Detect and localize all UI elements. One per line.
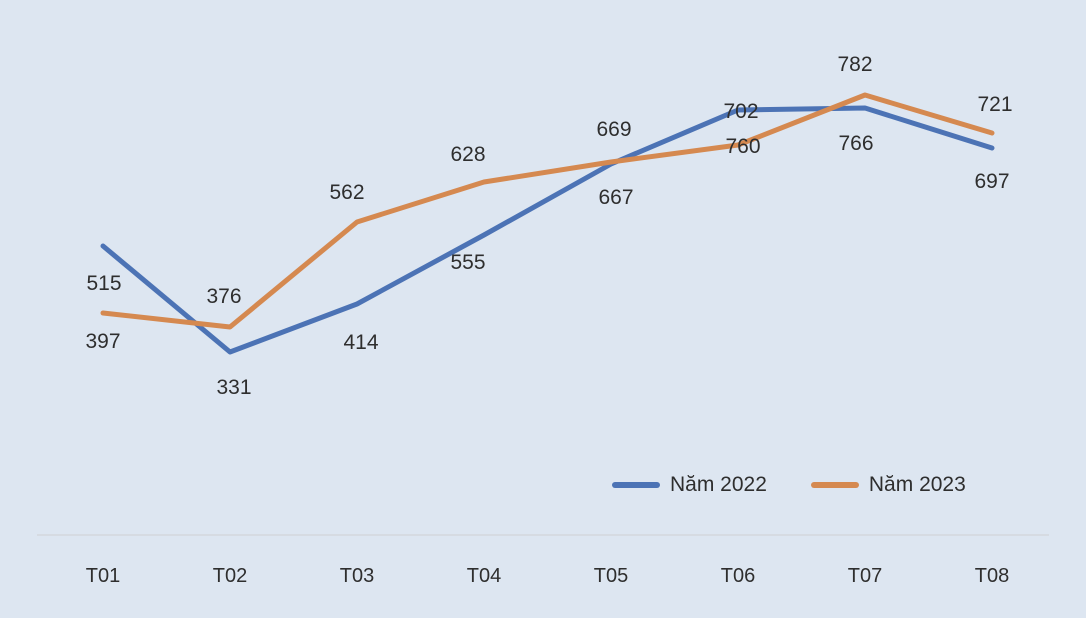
- data-label-nam-2023-t02: 376: [206, 285, 241, 308]
- legend-swatch-2022-icon: [612, 482, 660, 488]
- data-label-nam-2022-t06: 702: [723, 100, 758, 123]
- data-label-nam-2023-t08: 721: [977, 93, 1012, 116]
- data-label-nam-2022-t04: 555: [450, 251, 485, 274]
- chart-legend: Năm 2022 Năm 2023: [612, 471, 966, 499]
- legend-swatch-2023-icon: [810, 482, 859, 488]
- data-label-nam-2023-t06: 760: [725, 135, 760, 158]
- data-label-nam-2022-t03: 414: [343, 331, 378, 354]
- axis-label-t06: T06: [721, 565, 755, 587]
- data-label-nam-2023-t03: 562: [329, 181, 364, 204]
- data-label-nam-2023-t05: 669: [596, 118, 631, 141]
- axis-label-t04: T04: [467, 565, 501, 587]
- axis-label-t02: T02: [213, 565, 247, 587]
- series-line-nam-2023: [100, 92, 995, 330]
- data-label-nam-2022-t01: 515: [86, 272, 121, 295]
- legend-item-nam-2023: Năm 2023: [810, 473, 966, 497]
- legend-item-nam-2022: Năm 2022: [612, 473, 767, 497]
- data-label-nam-2023-t04: 628: [450, 143, 485, 166]
- data-label-nam-2022-t08: 697: [974, 170, 1009, 193]
- series-line-nam-2022: [100, 105, 995, 355]
- legend-label-2023: Năm 2023: [868, 473, 966, 496]
- axis-label-t07: T07: [848, 565, 882, 587]
- legend-label-2022: Năm 2022: [670, 473, 767, 496]
- data-label-nam-2022-t05: 667: [598, 186, 633, 209]
- axis-label-t01: T01: [86, 565, 120, 587]
- data-label-nam-2023-t07: 782: [837, 53, 872, 76]
- axis-label-t08: T08: [975, 565, 1009, 587]
- data-label-nam-2022-t07: 766: [838, 132, 873, 155]
- data-label-nam-2022-t02: 331: [216, 376, 251, 399]
- axis-label-t05: T05: [594, 565, 628, 587]
- axis-label-t03: T03: [340, 565, 374, 587]
- data-label-nam-2023-t01: 397: [85, 330, 120, 353]
